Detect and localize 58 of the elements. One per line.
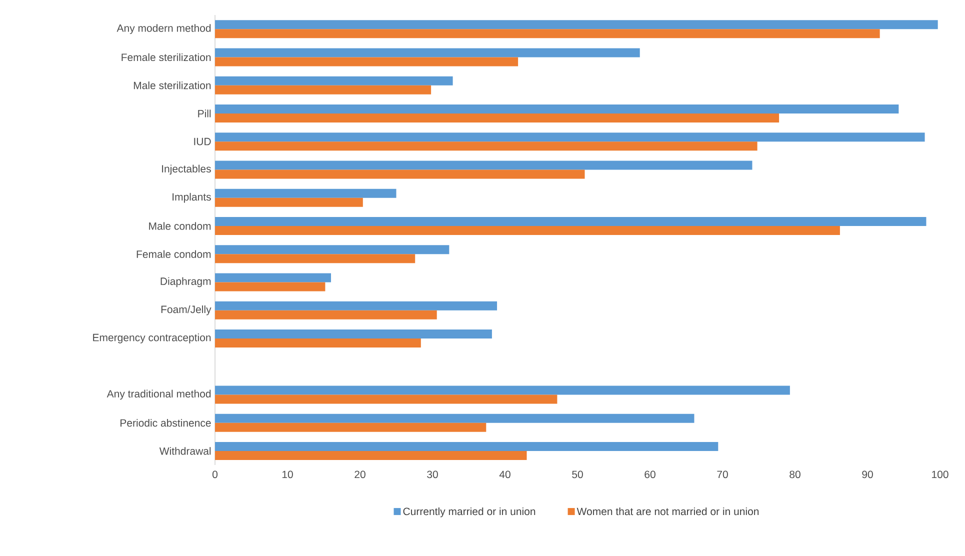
bar xyxy=(215,188,396,198)
bar xyxy=(215,386,790,395)
x-tick-label: 0 xyxy=(212,470,218,478)
y-tick-label: Withdrawal xyxy=(159,447,211,455)
x-tick-label: 50 xyxy=(572,470,583,478)
bar xyxy=(215,245,450,254)
x-tick-label: 30 xyxy=(427,470,438,478)
y-tick-label: Any modern method xyxy=(116,24,211,34)
bar xyxy=(215,113,780,122)
bar xyxy=(215,29,880,38)
y-tick-label: Any traditional method xyxy=(106,390,211,400)
bar xyxy=(215,414,694,423)
x-tick-label: 20 xyxy=(354,470,366,478)
y-tick-label: IUD xyxy=(194,138,211,146)
y-tick-label: Foam/Jelly xyxy=(161,305,212,316)
bar xyxy=(215,329,492,338)
y-tick-label: Diaphragm xyxy=(160,277,211,288)
bar xyxy=(215,226,840,235)
y-tick-label: Female condom xyxy=(136,250,211,258)
bar xyxy=(215,338,421,348)
bar xyxy=(215,104,899,114)
bar xyxy=(215,20,938,30)
bar xyxy=(215,198,363,207)
x-tick-label: 10 xyxy=(282,470,293,478)
bar xyxy=(215,310,437,320)
x-tick-label: 60 xyxy=(644,470,656,478)
x-tick-label: 80 xyxy=(790,470,800,478)
bar xyxy=(215,282,326,292)
legend-label: Currently married or in union xyxy=(403,507,536,518)
x-tick-label: 70 xyxy=(717,470,728,478)
y-tick-label: Male condom xyxy=(149,222,211,230)
y-tick-label: Injectables xyxy=(162,164,211,175)
bar xyxy=(215,394,558,404)
bar xyxy=(215,85,432,94)
bar xyxy=(215,301,498,310)
y-tick-label: Emergency contraception xyxy=(93,334,211,344)
y-tick-label: Male sterilization xyxy=(134,81,211,90)
y-tick-label: Pill xyxy=(198,110,211,118)
bar xyxy=(215,254,416,264)
bar xyxy=(215,160,752,170)
x-tick-label: 100 xyxy=(932,470,948,478)
bar xyxy=(215,216,926,226)
bar xyxy=(215,442,718,451)
bar xyxy=(215,273,332,282)
y-tick-label: Implants xyxy=(172,192,211,203)
bar xyxy=(215,132,925,142)
bar xyxy=(215,76,453,86)
bar xyxy=(215,48,640,58)
bar xyxy=(215,57,518,66)
bar xyxy=(215,422,486,432)
y-tick-label: Periodic abstinence xyxy=(120,418,211,427)
bar xyxy=(215,142,758,151)
x-tick-label: 90 xyxy=(862,470,873,478)
legend-label: Women that are not married or in union xyxy=(576,507,759,516)
bar xyxy=(215,170,585,179)
x-tick-label: 40 xyxy=(499,470,510,478)
y-tick-label: Female sterilization xyxy=(122,53,211,62)
bar xyxy=(215,450,527,460)
